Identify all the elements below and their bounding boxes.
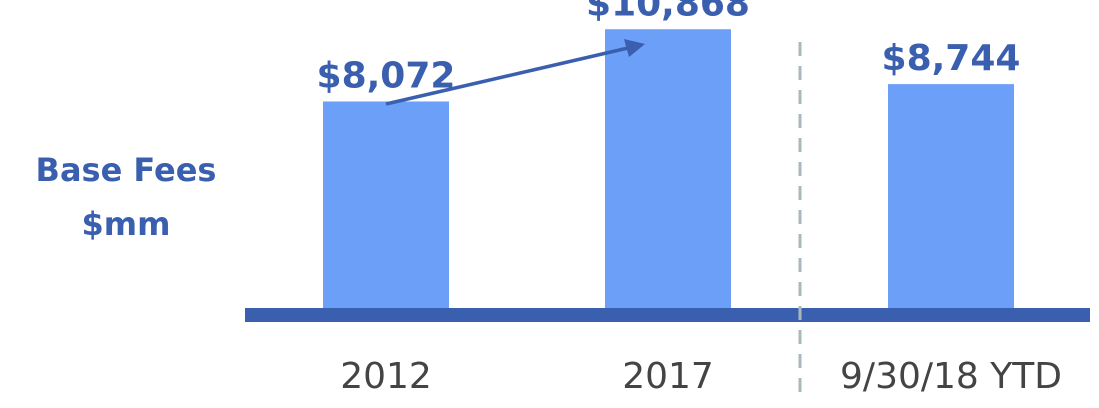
tick-label-2012: 2012	[340, 356, 432, 397]
x-axis-line	[245, 308, 1090, 322]
tick-label-9-30-18-ytd: 9/30/18 YTD	[840, 356, 1062, 397]
bars-layer	[323, 29, 1014, 311]
tick-labels-layer: 2012 2017 9/30/18 YTD	[340, 356, 1062, 397]
y-axis-label-line-1: Base Fees	[35, 151, 217, 189]
bar-9-30-18-ytd	[888, 84, 1014, 310]
y-axis-label-line-2: $mm	[81, 205, 171, 243]
data-label-2012: $8,072	[317, 55, 456, 96]
bar-2017	[605, 29, 731, 310]
tick-label-2017: 2017	[622, 356, 714, 397]
trend-arrow	[385, 39, 645, 106]
trend-arrow-head	[624, 39, 645, 57]
data-label-2017: $10,868	[586, 0, 750, 24]
trend-arrow-shaft	[385, 46, 629, 106]
bar-2012	[323, 101, 449, 311]
data-labels-layer: $8,072 $10,868 $8,744	[317, 0, 1021, 96]
data-label-9-30-18-ytd: $8,744	[882, 38, 1021, 79]
